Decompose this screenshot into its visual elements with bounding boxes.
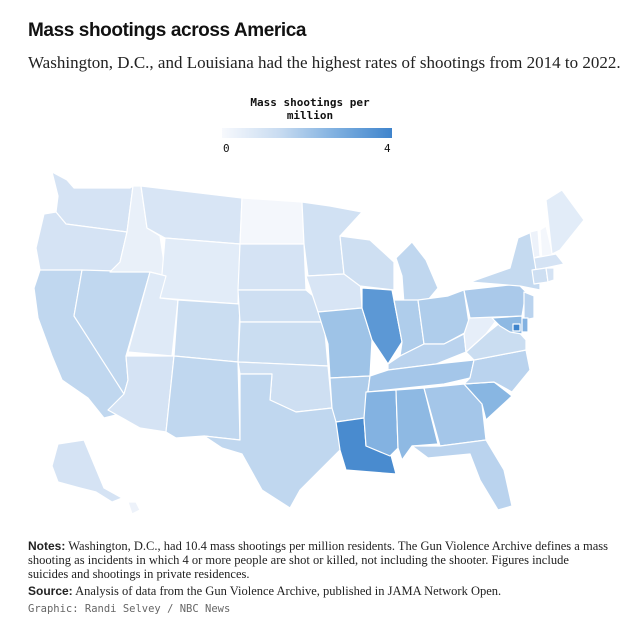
state-me	[545, 189, 585, 255]
state-sd	[237, 243, 307, 291]
legend-max-label: 4	[384, 142, 391, 155]
state-ks	[237, 321, 329, 367]
state-wy	[159, 237, 241, 305]
page-title: Mass shootings across America	[28, 20, 307, 41]
state-mi	[395, 241, 439, 305]
state-ga	[423, 383, 487, 447]
state-ms	[363, 389, 399, 457]
source: Source: Analysis of data from the Gun Vi…	[28, 584, 608, 599]
state-ri	[545, 267, 555, 283]
state-vt	[529, 229, 541, 259]
state-hi	[127, 501, 141, 515]
state-pa	[463, 283, 527, 319]
state-ak	[51, 439, 123, 503]
legend-title: Mass shootings per million	[250, 96, 370, 122]
state-fl	[411, 439, 513, 511]
state-ny	[469, 231, 541, 291]
source-text: Analysis of data from the Gun Violence A…	[75, 584, 502, 598]
state-ct	[531, 267, 549, 285]
state-nc	[463, 349, 531, 393]
state-nd	[239, 197, 305, 245]
state-nj	[523, 291, 535, 321]
state-ne	[237, 289, 325, 323]
page-subtitle: Washington, D.C., and Louisiana had the …	[28, 53, 621, 72]
graphic-credit: Graphic: Randi Selvey / NBC News	[28, 603, 231, 615]
state-tx	[203, 373, 341, 509]
state-dc	[512, 323, 521, 332]
notes: Notes: Washington, D.C., had 10.4 mass s…	[28, 539, 608, 581]
legend-color-ramp	[222, 128, 392, 138]
notes-label: Notes:	[28, 539, 66, 553]
source-label: Source:	[28, 584, 73, 598]
state-nm	[165, 355, 241, 441]
state-ma	[533, 253, 565, 271]
legend-min-label: 0	[223, 142, 230, 155]
notes-text: Washington, D.C., had 10.4 mass shooting…	[28, 539, 608, 581]
state-wi	[339, 235, 395, 291]
state-co	[173, 299, 241, 363]
state-ia	[305, 273, 363, 313]
